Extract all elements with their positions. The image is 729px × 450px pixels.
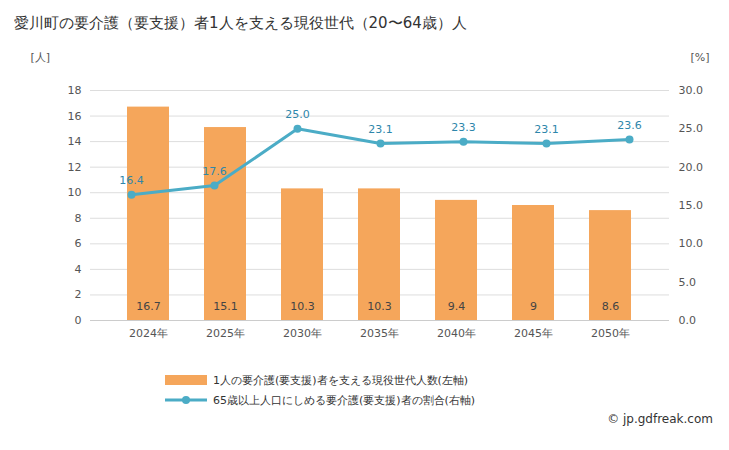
svg-text:2040年: 2040年 bbox=[437, 327, 476, 340]
svg-text:2024年: 2024年 bbox=[129, 327, 168, 340]
svg-text:25.0: 25.0 bbox=[285, 108, 310, 121]
svg-text:20.0: 20.0 bbox=[679, 161, 704, 174]
svg-text:6: 6 bbox=[75, 237, 82, 250]
html-text:© jp.gdfreak.com: © jp.gdfreak.com bbox=[607, 412, 713, 426]
svg-text:14: 14 bbox=[68, 135, 82, 148]
svg-text:30.0: 30.0 bbox=[679, 84, 704, 97]
svg-text:23.1: 23.1 bbox=[534, 123, 559, 136]
svg-text:0.0: 0.0 bbox=[679, 314, 697, 327]
svg-text:10.0: 10.0 bbox=[679, 237, 704, 250]
svg-text:23.1: 23.1 bbox=[368, 123, 393, 136]
svg-text:2025年: 2025年 bbox=[206, 327, 245, 340]
svg-text:10.3: 10.3 bbox=[290, 300, 315, 313]
svg-text:2050年: 2050年 bbox=[591, 327, 630, 340]
svg-text:0: 0 bbox=[75, 314, 82, 327]
svg-text:2: 2 bbox=[75, 288, 82, 301]
svg-text:10: 10 bbox=[68, 186, 82, 199]
svg-text:5.0: 5.0 bbox=[679, 276, 697, 289]
html-text:1人の要介護(要支援)者を支える現役世代人数(左軸): 1人の要介護(要支援)者を支える現役世代人数(左軸) bbox=[213, 373, 469, 387]
svg-text:15.0: 15.0 bbox=[679, 199, 704, 212]
svg-text:8: 8 bbox=[75, 212, 82, 225]
svg-text:16.4: 16.4 bbox=[119, 174, 144, 187]
svg-text:16.7: 16.7 bbox=[136, 300, 161, 313]
html-text:愛川町の要介護（要支援）者1人を支える現役世代（20〜64歳: 愛川町の要介護（要支援）者1人を支える現役世代（20〜64歳）人 bbox=[14, 14, 467, 32]
svg-text:18: 18 bbox=[68, 84, 82, 97]
svg-text:8.6: 8.6 bbox=[602, 300, 620, 313]
svg-text:16: 16 bbox=[68, 110, 82, 123]
svg-text:9: 9 bbox=[530, 300, 537, 313]
svg-text:2030年: 2030年 bbox=[283, 327, 322, 340]
svg-text:9.4: 9.4 bbox=[448, 300, 466, 313]
svg-text:23.6: 23.6 bbox=[617, 119, 642, 132]
svg-text:12: 12 bbox=[68, 161, 82, 174]
svg-text:4: 4 bbox=[75, 263, 82, 276]
svg-text:[人]: [人] bbox=[31, 51, 51, 64]
svg-text:2035年: 2035年 bbox=[360, 327, 399, 340]
svg-text:17.6: 17.6 bbox=[202, 165, 227, 178]
svg-text:15.1: 15.1 bbox=[213, 300, 238, 313]
svg-text:25.0: 25.0 bbox=[679, 122, 704, 135]
svg-text:[%]: [%] bbox=[690, 51, 709, 64]
html-text:65歳以上人口にしめる要介護(要支援)者の割合(右軸): 65歳以上人口にしめる要介護(要支援)者の割合(右軸) bbox=[213, 393, 476, 407]
svg-text:2045年: 2045年 bbox=[514, 327, 553, 340]
svg-text:10.3: 10.3 bbox=[367, 300, 392, 313]
svg-text:23.3: 23.3 bbox=[451, 121, 476, 134]
